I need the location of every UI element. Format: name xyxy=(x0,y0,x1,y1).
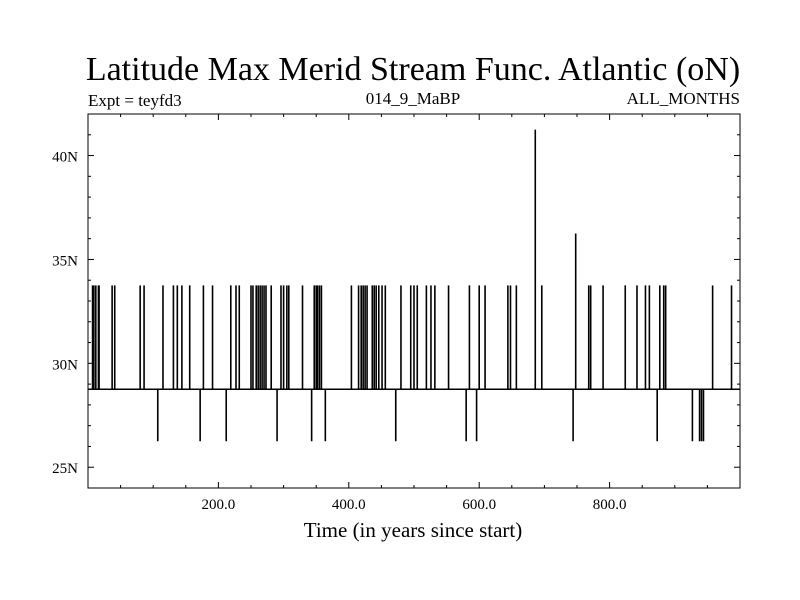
y-tick-label: 40N xyxy=(52,150,78,166)
y-tick-label: 35N xyxy=(52,253,78,269)
expt-label: Expt = teyfd3 xyxy=(88,91,182,110)
chart-title: Latitude Max Merid Stream Func. Atlantic… xyxy=(86,51,740,88)
data-layer xyxy=(88,129,740,442)
period-label: 014_9_MaBP xyxy=(366,89,460,108)
y-tick-label: 30N xyxy=(52,357,78,373)
x-tick-label: 400.0 xyxy=(332,497,366,513)
y-tick-label: 25N xyxy=(52,461,78,477)
x-tick-label: 200.0 xyxy=(202,497,236,513)
x-tick-label: 600.0 xyxy=(462,497,496,513)
months-label: ALL_MONTHS xyxy=(627,89,740,108)
x-axis-label: Time (in years since start) xyxy=(304,518,523,542)
plot-frame xyxy=(87,113,741,489)
x-tick-label: 800.0 xyxy=(593,497,627,513)
